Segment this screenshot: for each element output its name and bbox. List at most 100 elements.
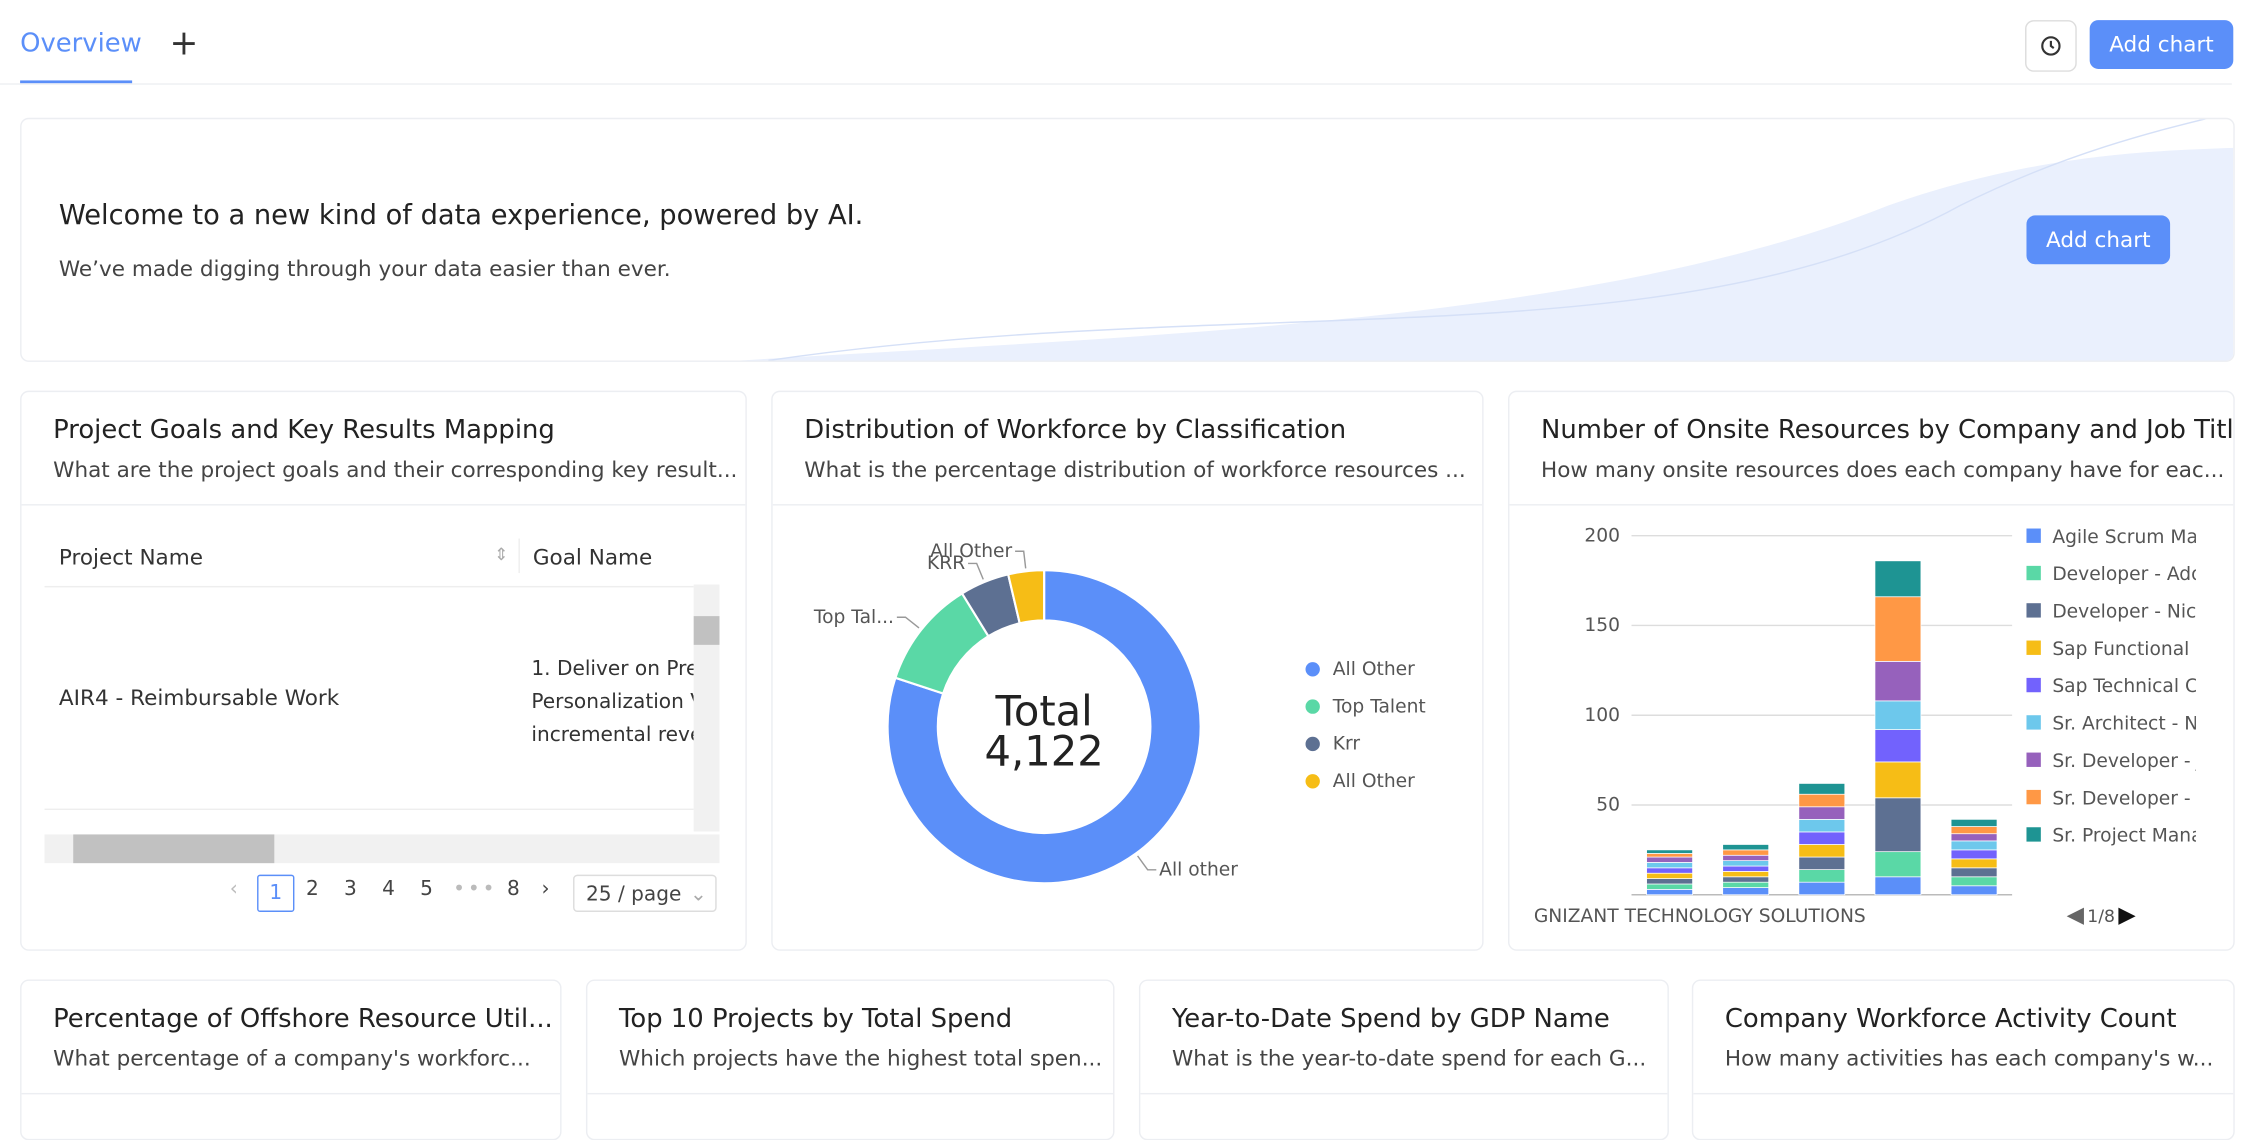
header-divider — [44, 585, 694, 588]
legend-next[interactable] — [2118, 907, 2136, 925]
legend-marker — [2026, 528, 2041, 543]
bar-segment — [1722, 849, 1770, 856]
card-subtitle: How many onsite resources does each comp… — [1541, 456, 2225, 483]
vertical-scrollbar[interactable] — [693, 584, 720, 832]
bar-segment — [1798, 793, 1846, 808]
y-tick-label: 150 — [1584, 615, 1620, 636]
legend-marker — [2026, 640, 2041, 655]
card-subtitle: Which projects have the highest total sp… — [619, 1045, 1103, 1072]
page-size-select[interactable]: 25 / page ⌄ — [573, 874, 717, 912]
bar-segment — [1798, 844, 1846, 858]
center-total: 4,122 — [985, 726, 1104, 775]
card-divider — [1509, 504, 2234, 506]
horizontal-scrollbar[interactable] — [44, 834, 720, 864]
table: Project Name ⇕ Goal Name AIR4 - Reimburs… — [44, 527, 720, 832]
banner: Welcome to a new kind of data experience… — [20, 117, 2235, 362]
card-subtitle: What percentage of a company's workforc.… — [53, 1045, 531, 1072]
bar-segment — [1874, 797, 1922, 853]
legend-label: Sr. Developer - Ja — [2052, 751, 2213, 772]
card-title: Year-to-Date Spend by GDP Name — [1171, 1003, 1610, 1035]
add-tab[interactable]: + — [169, 22, 199, 64]
y-tick-label: 50 — [1596, 795, 1620, 816]
legend-prev[interactable] — [2066, 907, 2084, 925]
page-number[interactable]: 3 — [344, 877, 357, 901]
bar-segment — [1950, 833, 1998, 842]
add-chart-button[interactable]: Add chart — [2089, 20, 2234, 69]
page-number[interactable]: 4 — [382, 877, 395, 901]
page-number[interactable]: 8 — [507, 877, 520, 901]
donut-slice — [886, 569, 1202, 885]
bar-segment — [1798, 869, 1846, 883]
bar-segment — [1722, 876, 1770, 883]
cell: AIR4 - Reimbursable Work — [58, 685, 340, 711]
bar-segment — [1798, 881, 1846, 896]
page: Overview + Add chart Welcome to a new ki… — [0, 20, 2235, 1140]
bar-segment — [1798, 818, 1846, 833]
bar-segment — [1798, 856, 1846, 870]
card-subtitle: What are the project goals and their cor… — [53, 456, 738, 483]
legend-page: 1/8 — [2087, 907, 2115, 927]
legend-label: All Other — [1333, 771, 1415, 792]
card-divider — [587, 1092, 1114, 1095]
dashboard: Overview + Add chart Welcome to a new ki… — [0, 20, 2235, 1140]
legend-label: All Other — [1333, 659, 1415, 680]
bar-segment — [1798, 831, 1846, 845]
legend-label: Agile Scrum Mast — [2052, 527, 2215, 548]
bar-segment — [1950, 867, 1998, 878]
page-number[interactable]: 1 — [257, 874, 295, 912]
bar-segment — [1950, 840, 1998, 851]
legend-label: Krr — [1333, 734, 1361, 755]
bar-segment — [1874, 851, 1922, 878]
bar-segment — [1722, 881, 1770, 888]
history-button[interactable] — [2025, 20, 2077, 72]
card-title: Company Workforce Activity Count — [1724, 1003, 2177, 1035]
next-page: › — [541, 877, 550, 901]
legend-marker — [2026, 752, 2041, 767]
bar-segment — [1646, 849, 1693, 854]
prev-page[interactable]: ‹ — [229, 877, 238, 901]
bar-segment — [1722, 854, 1770, 862]
bar-segment — [1646, 867, 1693, 874]
cell-line: 1. Deliver on Prem — [531, 657, 693, 681]
bar-segment — [1722, 887, 1770, 896]
slice-label: Top Tal... — [813, 607, 894, 628]
bar-segment — [1874, 596, 1922, 662]
legend-label: Sap Functional Co — [2052, 639, 2219, 660]
label-line — [968, 562, 984, 580]
cell: 1. Deliver on Prem Personalization V inc… — [531, 653, 693, 752]
x-axis-label: GNIZANT TECHNOLOGY SOLUTIONS — [1534, 906, 1866, 927]
bar-segment — [1646, 853, 1693, 858]
sort-icon[interactable]: ⇕ — [494, 544, 509, 565]
legend-label: Sap Technical Cor — [2052, 676, 2217, 697]
legend-marker — [1305, 662, 1320, 677]
card-divider — [21, 504, 746, 506]
tab-underline — [20, 80, 133, 84]
bar-segment — [1950, 876, 1998, 887]
slice-label: All other — [1159, 860, 1238, 881]
y-tick-label: 200 — [1584, 525, 1620, 546]
bar-segment — [1874, 560, 1922, 598]
legend-label: Sr. Architect - Nic — [2052, 714, 2213, 735]
page-number[interactable]: 2 — [305, 877, 319, 901]
column-separator — [518, 538, 520, 574]
card-divider — [772, 504, 1483, 506]
legend-label: Top Talent — [1332, 696, 1426, 717]
bar-segment — [1950, 826, 1998, 835]
bar-segment — [1950, 849, 1998, 860]
history-icon — [2041, 36, 2061, 56]
legend-marker — [2026, 677, 2041, 693]
legend-label: Developer - Nich — [2052, 602, 2208, 623]
card: Year-to-Date Spend by GDP Name What is t… — [1138, 979, 1669, 1140]
banner-subtitle: We’ve made digging through your data eas… — [58, 255, 671, 282]
tab[interactable]: Overview — [20, 28, 142, 59]
column-header: Goal Name — [532, 544, 653, 571]
banner-wave — [739, 119, 2234, 361]
card-subtitle: How many activities has each company's w… — [1724, 1045, 2214, 1072]
bar-segment — [1798, 783, 1846, 795]
bar-segment — [1722, 865, 1770, 872]
bar-segment — [1722, 871, 1770, 878]
bar-segment — [1874, 876, 1922, 896]
page-number[interactable]: 5 — [420, 877, 433, 901]
banner-title: Welcome to a new kind of data experience… — [58, 199, 864, 232]
banner-add-chart[interactable]: Add chart — [2026, 215, 2171, 265]
